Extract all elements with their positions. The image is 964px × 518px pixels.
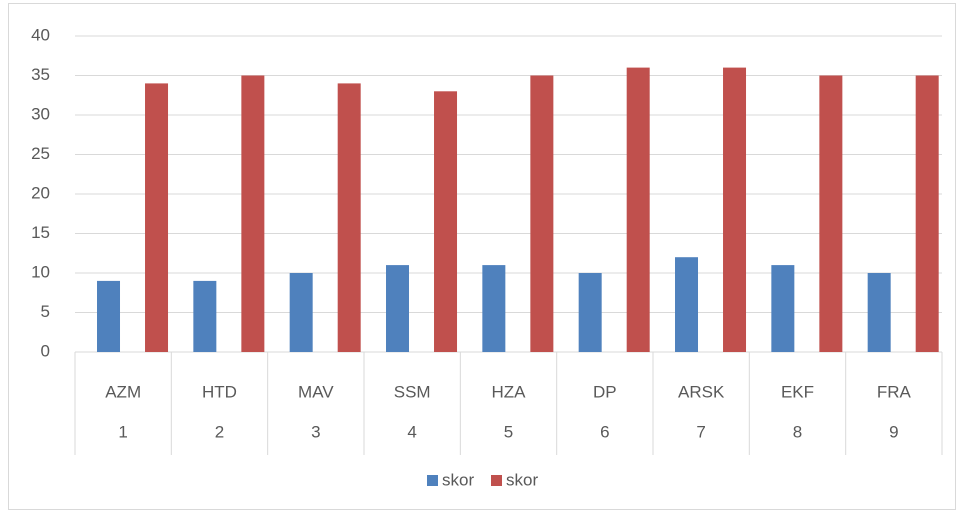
legend-swatch	[491, 475, 502, 486]
x-group-label: 7	[696, 422, 705, 441]
x-group-label: 2	[215, 422, 224, 441]
bar	[867, 273, 891, 352]
legend-label: skor	[442, 470, 474, 489]
x-tick-label: EKF	[781, 382, 814, 401]
x-tick-label: ARSK	[678, 382, 725, 401]
bar	[193, 280, 217, 352]
y-tick-label: 20	[31, 183, 50, 202]
legend-swatch	[427, 475, 438, 486]
bar	[530, 75, 554, 352]
x-group-label: 6	[600, 422, 609, 441]
x-tick-label: FRA	[877, 382, 912, 401]
x-tick-label: AZM	[105, 382, 141, 401]
bar	[145, 83, 169, 353]
bar	[675, 257, 699, 352]
y-tick-label: 25	[31, 144, 50, 163]
y-tick-label: 30	[31, 104, 50, 123]
bar	[771, 265, 795, 352]
bar	[337, 83, 361, 353]
y-tick-label: 10	[31, 262, 50, 281]
x-group-label: 1	[118, 422, 127, 441]
x-group-label: 3	[311, 422, 320, 441]
bar	[482, 265, 506, 352]
x-group-label: 5	[504, 422, 513, 441]
x-tick-label: SSM	[394, 382, 431, 401]
y-tick-label: 40	[31, 25, 50, 44]
bar	[241, 75, 265, 352]
bar	[626, 67, 650, 352]
bar	[819, 75, 843, 352]
bar	[723, 67, 747, 352]
x-group-label: 9	[889, 422, 898, 441]
bar	[578, 273, 602, 352]
bar	[386, 265, 410, 352]
y-tick-label: 5	[41, 302, 50, 321]
bar	[915, 75, 939, 352]
bar	[289, 273, 313, 352]
x-tick-label: DP	[593, 382, 617, 401]
x-tick-label: HTD	[202, 382, 237, 401]
x-tick-label: HZA	[492, 382, 527, 401]
x-tick-label: MAV	[298, 382, 334, 401]
x-group-label: 8	[793, 422, 802, 441]
y-tick-label: 15	[31, 223, 50, 242]
bar	[97, 280, 121, 352]
y-tick-label: 35	[31, 65, 50, 84]
bar	[434, 91, 458, 353]
y-tick-label: 0	[41, 341, 50, 360]
x-group-label: 4	[407, 422, 416, 441]
legend-label: skor	[506, 470, 538, 489]
